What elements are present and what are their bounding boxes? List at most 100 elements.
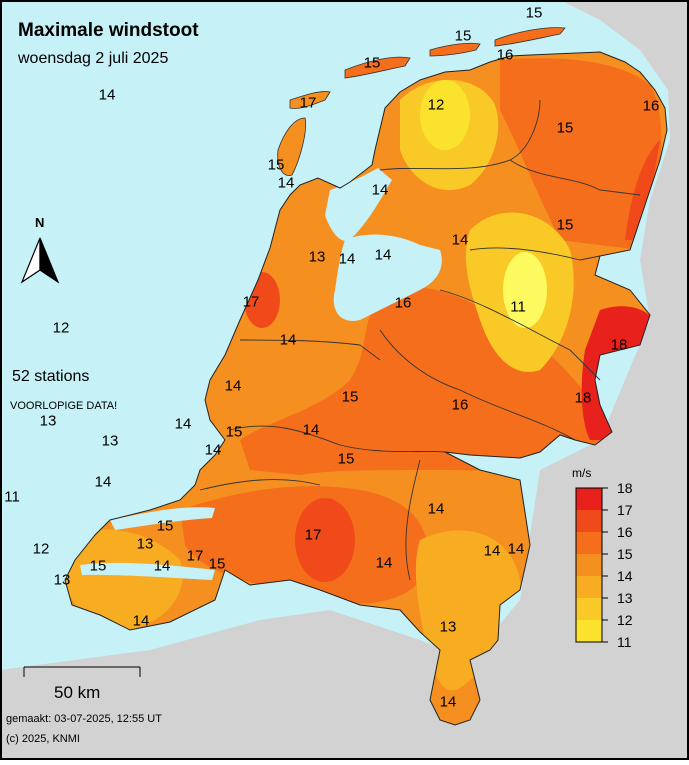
island-schiermonnikoog — [494, 27, 566, 47]
station-value: 11 — [510, 298, 526, 316]
island-texel — [277, 117, 307, 177]
station-value: 15 — [341, 388, 359, 406]
station-value: 12 — [427, 96, 445, 114]
legend-swatch-15-16 — [576, 532, 602, 554]
map-title: Maximale windstoot — [18, 20, 199, 41]
station-value: 14 — [371, 181, 389, 199]
station-value: 18 — [610, 336, 628, 354]
legend-label: 15 — [617, 546, 633, 562]
contour-17-northeast — [625, 140, 660, 240]
station-value: 17 — [299, 94, 317, 112]
station-value: 14 — [507, 540, 525, 558]
station-value: 17 — [186, 547, 204, 565]
legend-swatch-14-15 — [576, 554, 602, 576]
station-value: 12 — [32, 540, 50, 558]
station-value: 13 — [439, 618, 457, 636]
station-value: 14 — [374, 246, 392, 264]
station-value: 15 — [225, 423, 243, 441]
legend-swatch-11-12 — [576, 620, 602, 642]
legend-label: 18 — [617, 480, 633, 496]
legend-swatch-17-18 — [576, 488, 602, 510]
legend-swatch-12-13 — [576, 598, 602, 620]
station-value: 14 — [439, 693, 457, 711]
legend-label: 13 — [617, 590, 633, 606]
station-value: 14 — [132, 612, 150, 630]
north-label: N — [35, 215, 45, 230]
station-value: 14 — [427, 500, 445, 518]
contour-12-north — [420, 80, 470, 150]
legend-label: 12 — [617, 612, 633, 628]
legend-frame — [575, 487, 603, 643]
legend-swatch-13-14 — [576, 576, 602, 598]
station-value: 13 — [101, 432, 119, 450]
station-value: 16 — [394, 294, 412, 312]
station-value: 14 — [94, 473, 112, 491]
island-ameland — [429, 42, 481, 57]
station-value: 15 — [89, 557, 107, 575]
station-value: 16 — [642, 97, 660, 115]
legend-label: 17 — [617, 502, 633, 518]
station-value: 15 — [556, 119, 574, 137]
station-value: 14 — [338, 250, 356, 268]
ijsselmeer-north — [325, 168, 392, 241]
station-value: 14 — [483, 542, 501, 560]
station-value: 15 — [525, 4, 543, 22]
oosterschelde — [110, 507, 215, 530]
station-value: 15 — [363, 54, 381, 72]
contour-16-north — [500, 58, 662, 250]
station-value: 14 — [279, 331, 297, 349]
station-value: 13 — [39, 412, 57, 430]
station-value: 14 — [224, 377, 242, 395]
scale-bar — [23, 666, 141, 677]
legend-colorbar — [575, 487, 608, 643]
island-terschelling — [344, 56, 411, 79]
legend-swatch-16-17 — [576, 510, 602, 532]
station-value: 14 — [277, 174, 295, 192]
made-timestamp: gemaakt: 03-07-2025, 12:55 UT — [6, 713, 162, 725]
map-date: woensdag 2 juli 2025 — [18, 50, 169, 67]
station-value: 14 — [302, 421, 320, 439]
scale-label: 50 km — [54, 683, 101, 702]
station-value: 14 — [375, 554, 393, 572]
station-value: 17 — [242, 293, 260, 311]
station-value: 12 — [52, 319, 70, 337]
station-value: 15 — [454, 27, 472, 45]
contour-14-southwest — [65, 529, 183, 630]
station-value: 13 — [308, 248, 326, 266]
north-arrow-icon — [20, 237, 60, 284]
station-value: 15 — [556, 216, 574, 234]
station-value: 14 — [204, 441, 222, 459]
copyright: (c) 2025, KNMI — [6, 733, 80, 745]
station-value: 15 — [208, 555, 226, 573]
station-value: 18 — [574, 389, 592, 407]
station-value: 13 — [136, 535, 154, 553]
station-value: 14 — [174, 415, 192, 433]
legend-label: 14 — [617, 568, 633, 584]
legend-label: 16 — [617, 524, 633, 540]
markermeer — [333, 234, 442, 321]
contour-11-east — [503, 252, 547, 328]
westerschelde — [80, 562, 215, 580]
station-value: 16 — [451, 396, 469, 414]
station-value: 16 — [496, 46, 514, 64]
station-count: 52 stations — [12, 368, 90, 385]
island-vlieland — [289, 91, 331, 109]
station-value: 14 — [153, 557, 171, 575]
legend-unit: m/s — [572, 466, 592, 480]
contour-17-south — [295, 498, 355, 582]
preliminary-warning: VOORLOPIGE DATA! — [10, 400, 118, 412]
station-value: 15 — [156, 517, 174, 535]
station-value: 11 — [4, 488, 20, 506]
station-value: 15 — [267, 156, 285, 174]
station-value: 17 — [304, 526, 322, 544]
station-value: 13 — [53, 571, 71, 589]
national-border — [64, 51, 668, 726]
station-value: 14 — [451, 231, 469, 249]
legend-label: 11 — [617, 634, 632, 650]
station-value: 15 — [337, 450, 355, 468]
province-borders — [199, 99, 641, 581]
